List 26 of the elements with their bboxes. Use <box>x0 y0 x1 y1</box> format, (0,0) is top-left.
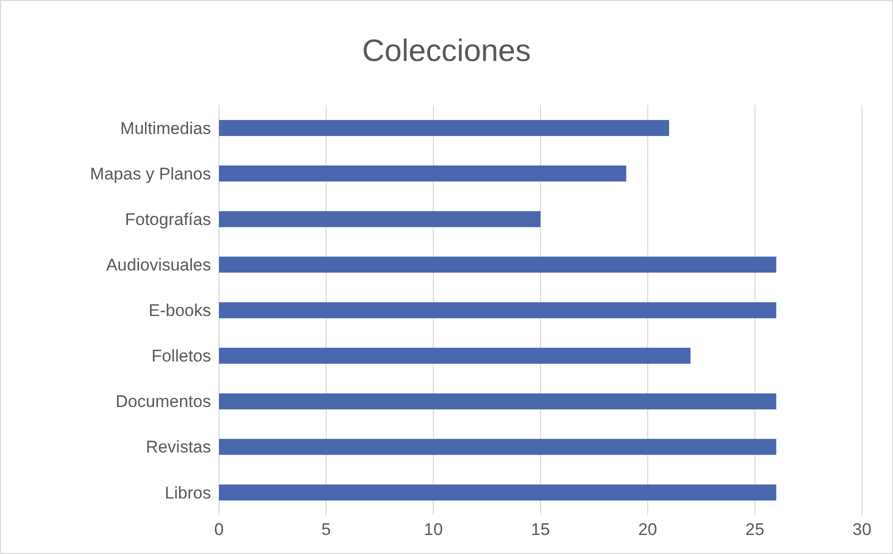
bar <box>219 393 776 410</box>
x-tick-label: 25 <box>745 520 764 540</box>
y-tick-label: Revistas <box>146 438 211 457</box>
y-tick-label: Documentos <box>116 392 211 412</box>
y-tick-label: Libros <box>164 483 211 502</box>
bar <box>219 302 776 318</box>
bar <box>219 256 776 273</box>
bar <box>219 484 776 500</box>
y-tick-label: Fotografías <box>125 210 211 229</box>
y-tick-label: Folletos <box>151 346 211 366</box>
bar <box>219 348 691 364</box>
bar <box>219 166 626 182</box>
x-tick-label: 5 <box>321 520 331 540</box>
x-tick-label: 30 <box>852 520 872 540</box>
chart-title: Colecciones <box>361 33 532 69</box>
y-tick-label: Audiovisuales <box>106 255 211 274</box>
bar <box>219 120 670 136</box>
x-tick-label: 10 <box>424 520 443 540</box>
y-tick-label: Multimedias <box>120 118 211 138</box>
x-tick-label: 20 <box>638 520 658 540</box>
x-tick-label: 0 <box>214 520 224 540</box>
y-tick-label: E-books <box>148 301 211 320</box>
y-tick-label: Mapas y Planos <box>90 164 211 184</box>
x-tick-label: 15 <box>531 520 550 540</box>
bar <box>219 438 776 455</box>
bar <box>219 211 540 228</box>
